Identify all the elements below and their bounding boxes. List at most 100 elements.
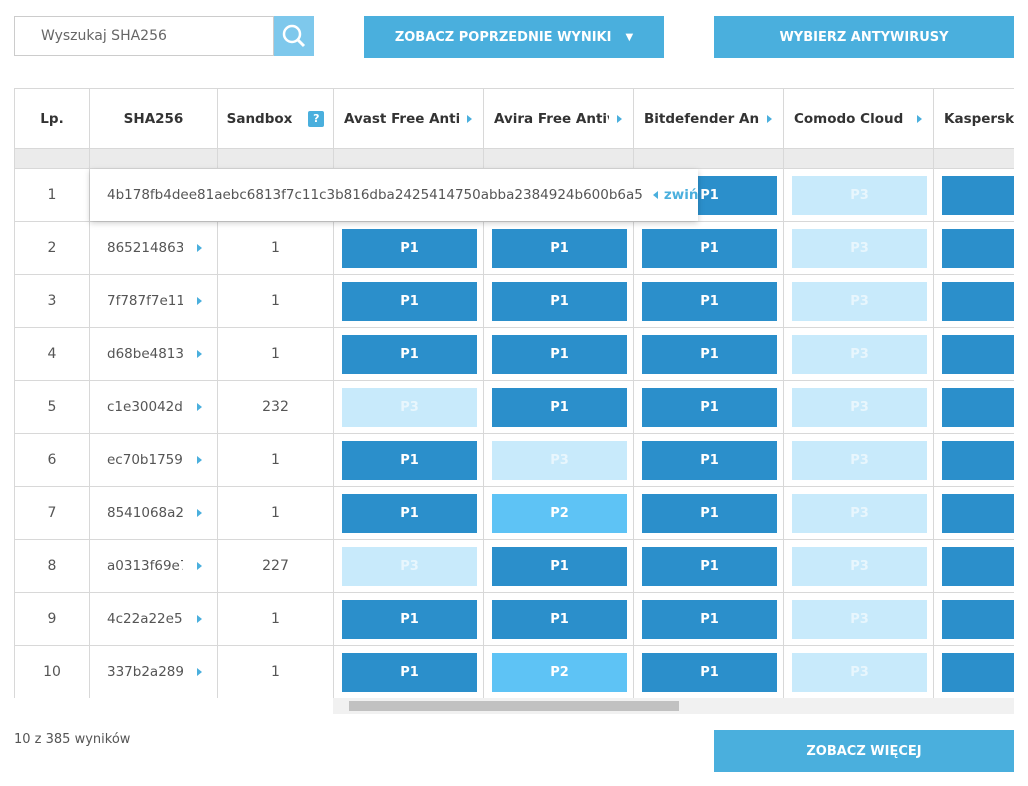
result-badge[interactable]: P3	[492, 441, 627, 480]
result-badge[interactable]: P1	[492, 388, 627, 427]
result-badge[interactable]: P1	[642, 335, 777, 374]
sandbox-cell: 1	[218, 646, 334, 698]
result-badge	[942, 441, 1014, 480]
result-badge[interactable]: P3	[792, 653, 927, 692]
result-badge[interactable]: P3	[792, 229, 927, 268]
result-cell	[934, 434, 1014, 487]
result-badge[interactable]: P1	[642, 494, 777, 533]
result-badge[interactable]: P3	[342, 388, 477, 427]
result-badge[interactable]: P1	[642, 547, 777, 586]
result-badge[interactable]: P1	[642, 229, 777, 268]
result-cell	[634, 169, 784, 222]
result-badge[interactable]: P3	[792, 441, 927, 480]
result-badge[interactable]: P1	[492, 282, 627, 321]
row-number: 9	[15, 593, 90, 646]
result-badge[interactable]: P1	[492, 335, 627, 374]
row-number: 7	[15, 487, 90, 540]
result-badge[interactable]: P1	[492, 600, 627, 639]
result-badge[interactable]: P3	[792, 388, 927, 427]
sandbox-cell: 232	[218, 381, 334, 434]
column-header[interactable]: Kaspersk	[934, 89, 1014, 149]
result-badge[interactable]: P1	[342, 441, 477, 480]
result-cell	[484, 434, 634, 487]
result-cell	[634, 222, 784, 275]
result-cell	[784, 646, 934, 698]
result-cell	[634, 328, 784, 381]
column-header[interactable]: Avira Free Antiv	[484, 89, 634, 149]
expand-arrow[interactable]	[197, 297, 202, 305]
result-badge[interactable]: P1	[342, 229, 477, 268]
sha-full: 4b178fb4dee81aebc6813f7c11c3b816dba24254…	[107, 187, 643, 203]
result-badge[interactable]: P3	[792, 494, 927, 533]
result-badge[interactable]: P1	[642, 388, 777, 427]
sort-arrow[interactable]	[467, 114, 472, 123]
header-label: Lp.	[40, 110, 64, 127]
result-badge[interactable]: P2	[492, 494, 627, 533]
row-number: 10	[15, 646, 90, 698]
expand-arrow[interactable]	[197, 456, 202, 464]
result-cell	[634, 434, 784, 487]
result-cell	[484, 275, 634, 328]
see-more-button[interactable]: ZOBACZ WIĘCEJ	[714, 730, 1014, 772]
header-label: Comodo Cloud	[794, 110, 904, 127]
dropdown-icon: ▼	[625, 31, 634, 43]
result-cell	[634, 487, 784, 540]
result-badge[interactable]: P3	[792, 282, 927, 321]
row-number: 2	[15, 222, 90, 275]
column-header[interactable]: Comodo Cloud	[784, 89, 934, 149]
result-badge[interactable]: P1	[342, 494, 477, 533]
help-icon[interactable]: ?	[308, 110, 325, 127]
column-header: SHA256	[90, 89, 218, 149]
scrollbar[interactable]	[333, 698, 1014, 714]
expand-arrow[interactable]	[197, 615, 202, 623]
result-badge[interactable]: P3	[792, 547, 927, 586]
expand-arrow[interactable]	[197, 350, 202, 358]
sandbox-cell: 1	[218, 434, 334, 487]
expand-arrow[interactable]	[197, 668, 202, 676]
header-spacer	[334, 149, 484, 169]
result-badge[interactable]: P1	[492, 547, 627, 586]
row-number: 4	[15, 328, 90, 381]
result-cell	[934, 540, 1014, 593]
result-badge[interactable]: P3	[342, 547, 477, 586]
result-badge[interactable]: P1	[342, 335, 477, 374]
expand-arrow[interactable]	[197, 562, 202, 570]
row-number: 6	[15, 434, 90, 487]
sort-arrow[interactable]	[617, 114, 622, 123]
result-cell	[484, 381, 634, 434]
collapse-link[interactable]: zwiń	[663, 187, 699, 203]
result-badge[interactable]: P1	[642, 282, 777, 321]
sort-arrow[interactable]	[767, 114, 772, 123]
result-badge[interactable]: P2	[492, 653, 627, 692]
scrollbar-thumb[interactable]	[349, 701, 679, 711]
result-badge[interactable]: P3	[792, 335, 927, 374]
result-badge[interactable]: P1	[342, 600, 477, 639]
column-header[interactable]: Bitdefender An	[634, 89, 784, 149]
result-cell	[784, 381, 934, 434]
result-badge	[942, 494, 1014, 533]
sort-arrow[interactable]	[917, 114, 922, 123]
header-label: Avira Free Antiv	[494, 110, 609, 127]
result-badge[interactable]: P1	[342, 653, 477, 692]
expand-arrow[interactable]	[197, 403, 202, 411]
result-cell	[934, 222, 1014, 275]
result-badge[interactable]: P1	[642, 441, 777, 480]
result-badge[interactable]: P3	[792, 176, 927, 215]
expand-arrow[interactable]	[197, 509, 202, 517]
search-button[interactable]	[274, 16, 314, 56]
result-badge[interactable]: P1	[342, 282, 477, 321]
header-label: Sandbox	[226, 110, 293, 127]
result-badge[interactable]: P1	[642, 653, 777, 692]
choose-antivirus-button[interactable]: WYBIERZ ANTYWIRUSY	[714, 16, 1014, 58]
result-badge[interactable]: P1	[492, 229, 627, 268]
expand-arrow[interactable]	[197, 244, 202, 252]
result-badge[interactable]: P1	[642, 600, 777, 639]
result-badge[interactable]: P3	[792, 600, 927, 639]
result-badge	[942, 388, 1014, 427]
collapse-arrow[interactable]	[652, 191, 658, 199]
search-input[interactable]: Wyszukaj SHA256	[14, 16, 274, 56]
column-header[interactable]: Avast Free Anti	[334, 89, 484, 149]
column-header: Sandbox?	[218, 89, 334, 149]
previous-results-button[interactable]: ZOBACZ POPRZEDNIE WYNIKI ▼	[364, 16, 664, 58]
row-number: 3	[15, 275, 90, 328]
